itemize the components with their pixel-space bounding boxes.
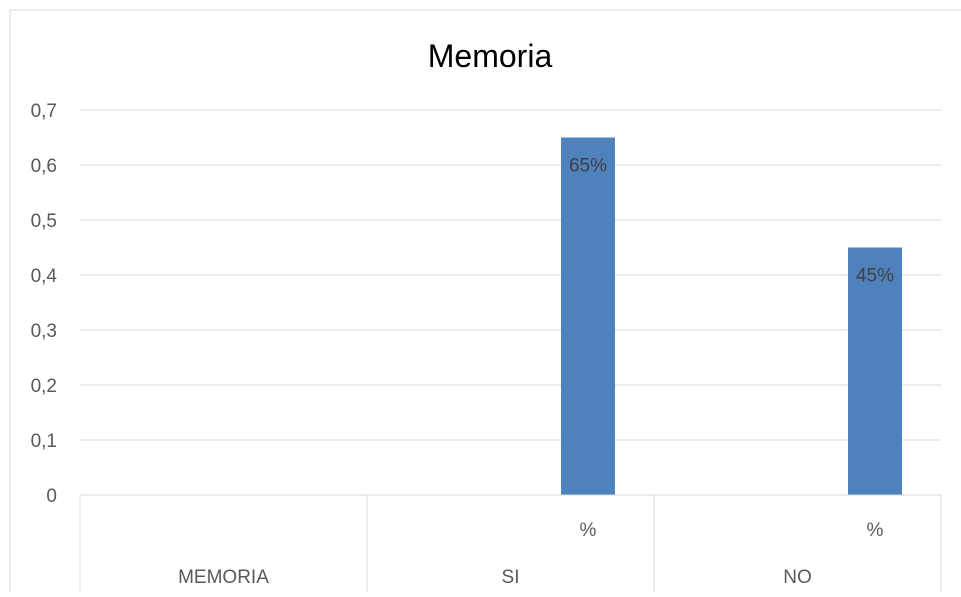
y-tick-label: 0,6 (31, 156, 57, 177)
data-label: 45% (856, 266, 894, 287)
x-category-label: MEMORIA (178, 567, 269, 588)
x-series-label: % (580, 520, 597, 541)
x-series-label: % (867, 520, 884, 541)
y-tick-label: 0,4 (31, 266, 58, 287)
chart-area-border (10, 10, 961, 592)
y-tick-label: 0 (46, 486, 57, 507)
y-tick-label: 0,1 (31, 431, 57, 452)
y-tick-label: 0,7 (31, 101, 57, 122)
y-tick-label: 0,2 (31, 376, 57, 397)
data-label: 65% (569, 156, 607, 177)
y-tick-label: 0,5 (31, 211, 57, 232)
bar-si (561, 138, 615, 496)
chart-title: Memoria (428, 38, 553, 74)
x-category-label: SI (502, 567, 520, 588)
y-tick-label: 0,3 (31, 321, 57, 342)
x-category-label: NO (783, 567, 812, 588)
